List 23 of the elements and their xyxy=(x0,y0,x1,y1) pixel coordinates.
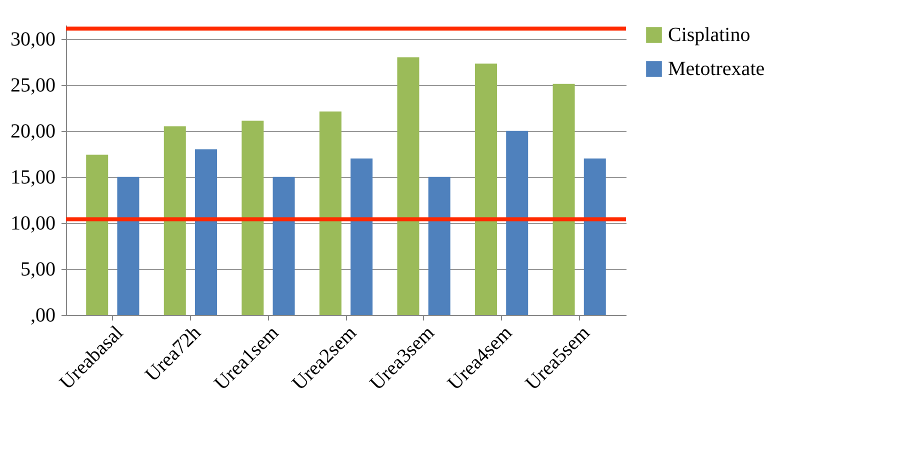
bar xyxy=(164,126,186,315)
bar xyxy=(552,84,575,315)
bar xyxy=(475,64,497,315)
bar xyxy=(319,112,342,315)
y-tick-label: 30,00 xyxy=(10,28,56,50)
bar xyxy=(506,130,528,315)
bar xyxy=(195,149,217,315)
bar xyxy=(397,57,420,315)
y-tick-label: 10,00 xyxy=(10,212,56,234)
bar xyxy=(117,176,140,315)
legend-label: Metotrexate xyxy=(668,58,765,80)
bar xyxy=(242,120,264,315)
y-tick-label: 25,00 xyxy=(10,74,56,96)
bar xyxy=(428,176,450,315)
y-tick-label: 15,00 xyxy=(10,166,56,188)
legend-label: Cisplatino xyxy=(668,24,750,46)
bar xyxy=(272,176,295,315)
y-tick-label: 5,00 xyxy=(20,258,56,280)
y-tick-label: ,00 xyxy=(30,304,56,326)
y-tick-label: 20,00 xyxy=(10,120,56,142)
bar xyxy=(350,158,373,315)
bar xyxy=(584,158,606,315)
bar xyxy=(86,154,108,315)
